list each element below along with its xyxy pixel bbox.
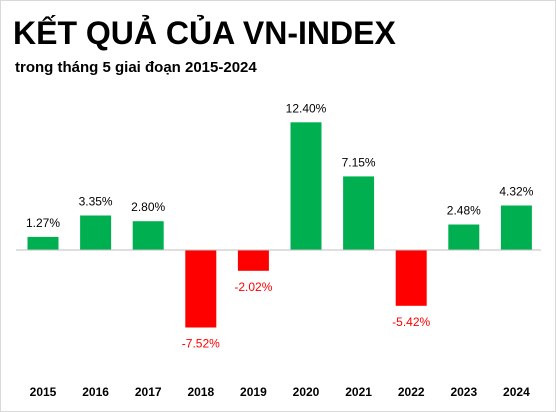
chart-title: KẾT QUẢ CỦA VN-INDEX (13, 15, 396, 51)
data-label-2020: 12.40% (286, 101, 327, 115)
x-tick-label-2015: 2015 (30, 385, 57, 399)
x-tick-label-2020: 2020 (293, 385, 320, 399)
data-label-2018: -7.52% (182, 337, 220, 351)
data-label-2022: -5.42% (392, 315, 430, 329)
x-tick-label-2018: 2018 (187, 385, 214, 399)
bar-2022 (395, 250, 427, 306)
data-label-2024: 4.32% (499, 185, 533, 199)
bar-2017 (132, 221, 164, 250)
data-label-2016: 3.35% (79, 195, 113, 209)
data-label-2023: 2.48% (447, 204, 481, 218)
chart-subtitle: trong tháng 5 giai đoạn 2015-2024 (15, 59, 257, 76)
x-tick-label-2021: 2021 (345, 385, 372, 399)
x-tick-label-2023: 2023 (450, 385, 477, 399)
x-tick-label-2022: 2022 (398, 385, 425, 399)
bar-2016 (80, 215, 112, 250)
data-label-2019: -2.02% (234, 280, 272, 294)
bar-2023 (448, 224, 480, 250)
bar-2020 (290, 122, 322, 250)
bar-2021 (343, 176, 375, 250)
bar-2019 (237, 250, 269, 271)
data-label-2017: 2.80% (131, 200, 165, 214)
bar-2024 (500, 205, 532, 250)
bar-2015 (27, 236, 59, 250)
x-tick-label-2017: 2017 (135, 385, 162, 399)
x-tick-label-2019: 2019 (240, 385, 267, 399)
data-label-2021: 7.15% (342, 155, 376, 169)
x-tick-label-2016: 2016 (82, 385, 109, 399)
data-label-2015: 1.27% (26, 216, 60, 230)
x-tick-label-2024: 2024 (503, 385, 530, 399)
bar-2018 (185, 250, 217, 328)
